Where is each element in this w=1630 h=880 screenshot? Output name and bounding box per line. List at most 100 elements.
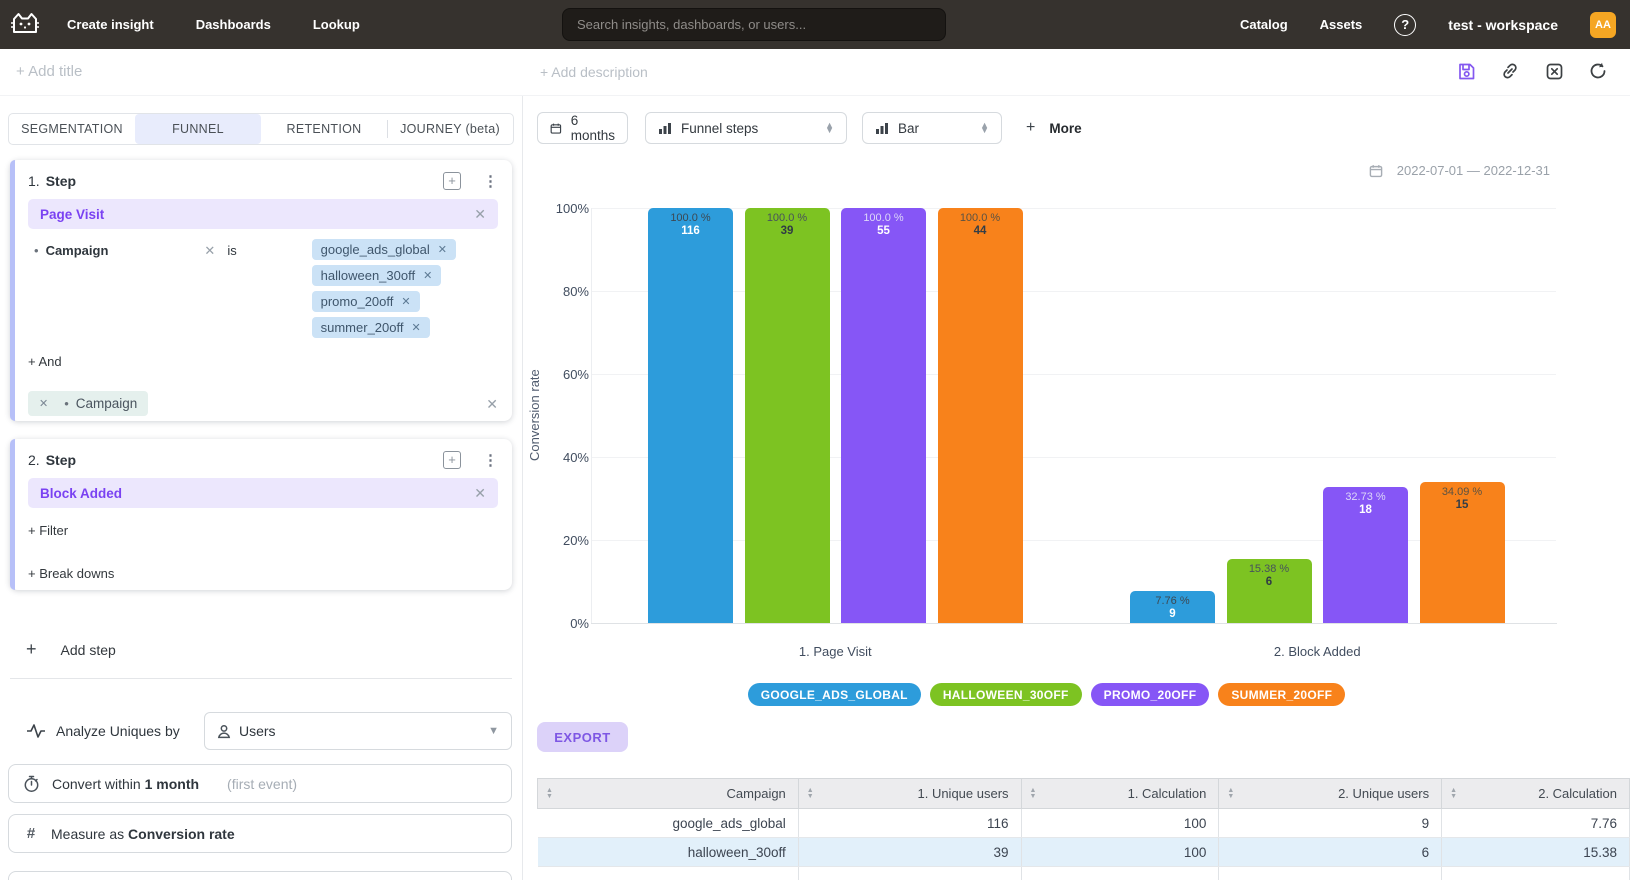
column-header[interactable]: ▲ ▼ 1. Unique users (797, 778, 1022, 809)
sort-icon[interactable]: ▲ ▼ (1227, 786, 1235, 800)
column-header[interactable]: ▲ ▼ 1. Calculation (1020, 778, 1220, 809)
search-input[interactable] (562, 8, 946, 41)
remove-breakdown-icon[interactable]: ✕ (39, 398, 49, 410)
additional-setting-partial[interactable] (8, 871, 512, 880)
bar-chart-icon (876, 122, 888, 134)
help-icon[interactable]: ? (1394, 13, 1417, 36)
bar-google_ads_global-step2[interactable] (1130, 591, 1215, 623)
tab-segmentation[interactable]: SEGMENTATION (21, 122, 123, 136)
close-insight-icon[interactable] (1544, 61, 1564, 81)
breakdown-mode-select[interactable]: Funnel steps ▲ ▼ (645, 112, 847, 144)
tab-journey-beta[interactable]: JOURNEY (beta) (387, 114, 513, 144)
filter-value-pill[interactable]: promo_20off ✕ (311, 291, 420, 312)
breakdown-chip[interactable]: ✕ • Campaign (28, 391, 149, 416)
filter-value-pill[interactable]: summer_20off ✕ (311, 317, 430, 338)
insight-title-bar: + Add title + Add description (0, 49, 1630, 96)
breakdown-property: Campaign (75, 396, 138, 411)
add-breakdowns-button[interactable]: + Break downs (28, 566, 115, 581)
bar-halloween_30off-step2[interactable] (1226, 559, 1312, 623)
more-options-button[interactable]: + More (1026, 119, 1082, 136)
table-row[interactable]: google_ads_global 116 100 9 7.76 (537, 808, 1630, 838)
step-2-event-row[interactable]: Block Added ✕ (28, 478, 498, 508)
step-1-event-row[interactable]: Page Visit ✕ (28, 199, 498, 229)
step-number: 2. (28, 452, 40, 468)
copy-link-icon[interactable] (1500, 61, 1520, 81)
bar-promo_20off-step1[interactable] (841, 208, 926, 623)
measure-as-value: Conversion rate (128, 825, 235, 842)
filter-operator[interactable]: is (227, 243, 237, 258)
step-menu-icon[interactable]: ⋮ (483, 451, 498, 469)
filter-value-label: halloween_30off (320, 268, 416, 283)
filter-value-pill[interactable]: halloween_30off ✕ (311, 265, 442, 286)
conversion-window-value: 1 month (144, 775, 200, 792)
remove-value-icon[interactable]: ✕ (423, 270, 433, 282)
step-menu-icon[interactable]: ⋮ (483, 172, 498, 190)
tab-funnel[interactable]: FUNNEL (135, 114, 261, 144)
duplicate-step-icon[interactable]: + (443, 172, 461, 190)
export-button[interactable]: EXPORT (537, 722, 628, 752)
conversion-window-setting[interactable]: Convert within 1 month (first event) (8, 764, 512, 803)
bar-promo_20off-step2[interactable] (1323, 487, 1408, 623)
remove-value-icon[interactable]: ✕ (401, 296, 411, 308)
sort-icon[interactable]: ▲ ▼ (1450, 786, 1458, 800)
filter-value-pill[interactable]: google_ads_global ✕ (311, 239, 456, 260)
workspace-name[interactable]: test - workspace (1448, 16, 1558, 33)
remove-value-icon[interactable]: ✕ (411, 322, 421, 334)
nav-item-catalog[interactable]: Catalog (1239, 17, 1288, 32)
nav-item-assets[interactable]: Assets (1319, 17, 1363, 32)
plus-icon: + (26, 639, 37, 659)
table-cell: 116 (798, 808, 1022, 838)
column-header[interactable]: ▲ ▼ 2. Unique users (1218, 778, 1443, 809)
sort-icon[interactable]: ▲ ▼ (1029, 786, 1037, 800)
legend-chip-summer_20off[interactable]: SUMMER_20OFF (1218, 683, 1346, 706)
primary-nav: Create insight Dashboards Lookup (67, 0, 360, 49)
date-range-button[interactable]: 6 months (537, 112, 628, 144)
remove-value-icon[interactable]: ✕ (437, 244, 447, 256)
funnel-builder-panel: SEGMENTATION FUNNEL RETENTION JOURNEY (beta… (0, 96, 523, 880)
nav-item-lookup[interactable]: Lookup (312, 17, 360, 32)
table-cell (798, 866, 1022, 880)
add-description-button[interactable]: + Add description (540, 64, 648, 80)
analyze-by-select[interactable]: Users ▼ (204, 712, 512, 750)
nav-item-dashboards[interactable]: Dashboards (195, 17, 271, 32)
measure-as-setting[interactable]: # Measure as Conversion rate (8, 814, 512, 853)
add-filter-button[interactable]: + Filter (28, 523, 69, 538)
avatar[interactable]: AA (1590, 11, 1616, 38)
remove-event-icon[interactable]: ✕ (474, 485, 486, 501)
sort-icon[interactable]: ▲ ▼ (806, 786, 814, 800)
bar-summer_20off-step2[interactable] (1419, 482, 1505, 623)
bar-halloween_30off-step1[interactable] (744, 208, 830, 623)
save-icon[interactable] (1456, 61, 1476, 81)
legend-chip-google_ads_global[interactable]: GOOGLE_ADS_GLOBAL (747, 683, 921, 706)
sort-icon[interactable]: ▲ ▼ (546, 786, 553, 800)
calendar-icon (1369, 164, 1383, 177)
legend-chip-halloween_30off[interactable]: HALLOWEEN_30OFF (929, 683, 1082, 706)
remove-filter-icon[interactable]: ✕ (204, 243, 216, 258)
bar-value-label: 32.73 % 18 (1345, 491, 1386, 516)
duplicate-step-icon[interactable]: + (443, 451, 461, 469)
tab-retention[interactable]: RETENTION (286, 122, 362, 136)
chart-type-select[interactable]: Bar ▲ ▼ (862, 112, 1002, 144)
bar-google_ads_global-step1[interactable] (648, 208, 733, 623)
nav-item-create-insight[interactable]: Create insight (67, 17, 154, 32)
user-icon (217, 724, 231, 738)
y-axis-label: Conversion rate (527, 369, 542, 461)
select-carets-icon: ▲ ▼ (980, 120, 989, 135)
x-axis-category-label: 2. Block Added (1273, 644, 1361, 659)
table-cell: 100 (1021, 837, 1220, 867)
column-header[interactable]: ▲ ▼ Campaign (537, 778, 799, 809)
table-cell: 100 (1021, 808, 1220, 838)
add-and-condition-button[interactable]: + And (28, 354, 62, 369)
column-header[interactable]: ▲ ▼ 2. Calculation (1441, 778, 1630, 809)
remove-event-icon[interactable]: ✕ (474, 206, 486, 222)
add-title-button[interactable]: + Add title (16, 63, 83, 80)
filter-property[interactable]: Campaign (45, 243, 109, 258)
table-row[interactable]: halloween_30off 39 100 6 15.38 (537, 837, 1630, 867)
refresh-icon[interactable] (1588, 61, 1608, 81)
add-step-button[interactable]: + Add step (26, 639, 116, 659)
bar-summer_20off-step1[interactable] (937, 208, 1023, 623)
app-logo-cat-icon[interactable] (8, 8, 42, 40)
legend-chip-promo_20off[interactable]: PROMO_20OFF (1090, 683, 1210, 706)
stopwatch-icon (24, 775, 39, 792)
remove-breakdown-row-icon[interactable]: ✕ (486, 395, 498, 412)
